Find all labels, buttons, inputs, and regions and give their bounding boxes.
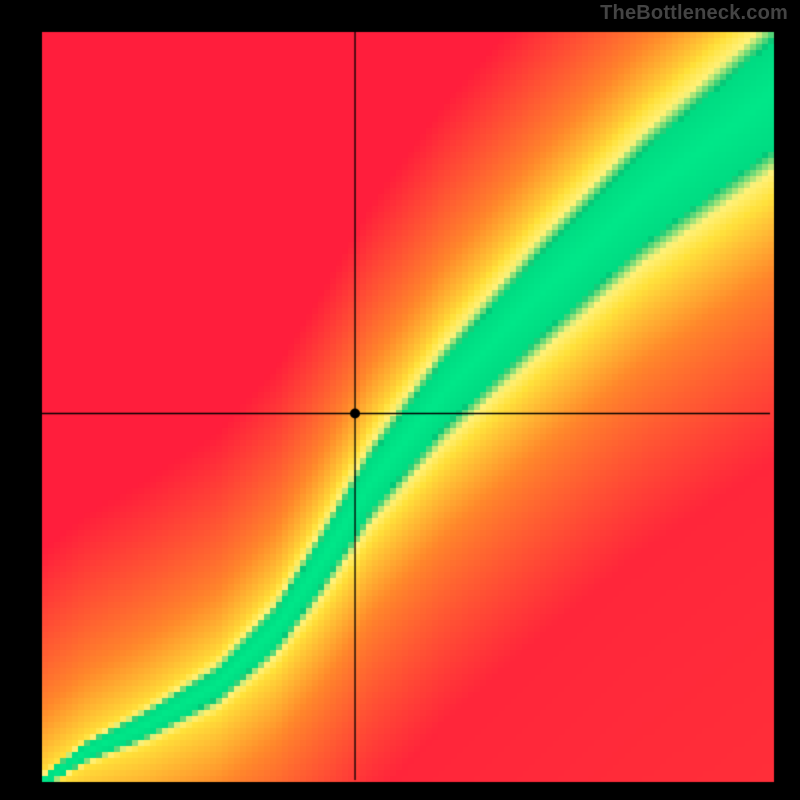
heatmap-canvas — [0, 0, 800, 800]
watermark-text: TheBottleneck.com — [600, 2, 788, 25]
chart-container: TheBottleneck.com — [0, 0, 800, 800]
